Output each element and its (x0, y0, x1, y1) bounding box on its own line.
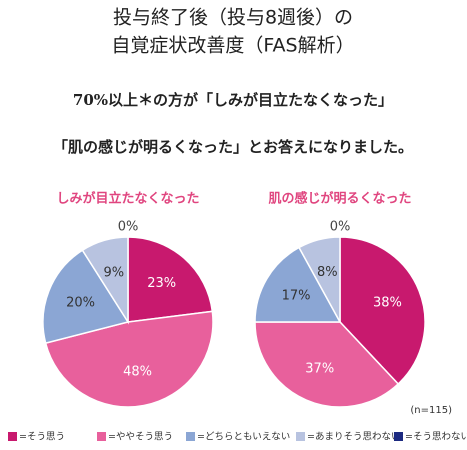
value-label: 37% (305, 361, 334, 376)
pie-slice (44, 310, 214, 408)
pie-title: 肌の感じが明るくなった (268, 191, 411, 207)
pie-slice (339, 236, 426, 386)
value-label: 23% (147, 276, 176, 291)
legend-label: =どちらともいえない (197, 432, 290, 443)
title-line: 自覚症状改善度（FAS解析） (111, 35, 354, 57)
legend-swatch (296, 432, 305, 441)
legend-swatch (8, 432, 17, 441)
legend-label: =あまりそう思わない (307, 432, 400, 443)
value-label: 38% (373, 296, 402, 311)
pie-slice (127, 236, 214, 323)
pie-title: しみが目立たなくなった (56, 191, 199, 207)
legend-swatch (394, 432, 403, 441)
pie-slice (254, 246, 342, 323)
subtitle-line: 「肌の感じが明るくなった」とお答えになりました。 (53, 138, 413, 156)
legend-label: =ややそう思う (108, 432, 173, 443)
pie-slice (254, 321, 400, 408)
value-label: 17% (282, 289, 311, 304)
value-label: 8% (317, 265, 338, 280)
pie-slice (81, 236, 129, 325)
title-line: 投与終了後（投与8週後）の (113, 7, 353, 29)
sample-note: (n=115) (410, 405, 452, 416)
legend-swatch (186, 432, 195, 441)
legend-swatch (97, 432, 106, 441)
subtitle-line: 70%以上＊の方が「しみが目立たなくなった」 (73, 91, 393, 109)
value-label: 48% (123, 365, 152, 380)
legend-label: =そう思わない (405, 432, 467, 443)
pie-slice (298, 236, 341, 323)
value-label: 0% (118, 219, 139, 234)
value-label: 0% (330, 219, 351, 234)
value-label: 9% (103, 266, 124, 281)
value-label: 20% (66, 296, 95, 311)
legend-label: =そう思う (19, 432, 65, 443)
pie-slice (42, 249, 130, 345)
